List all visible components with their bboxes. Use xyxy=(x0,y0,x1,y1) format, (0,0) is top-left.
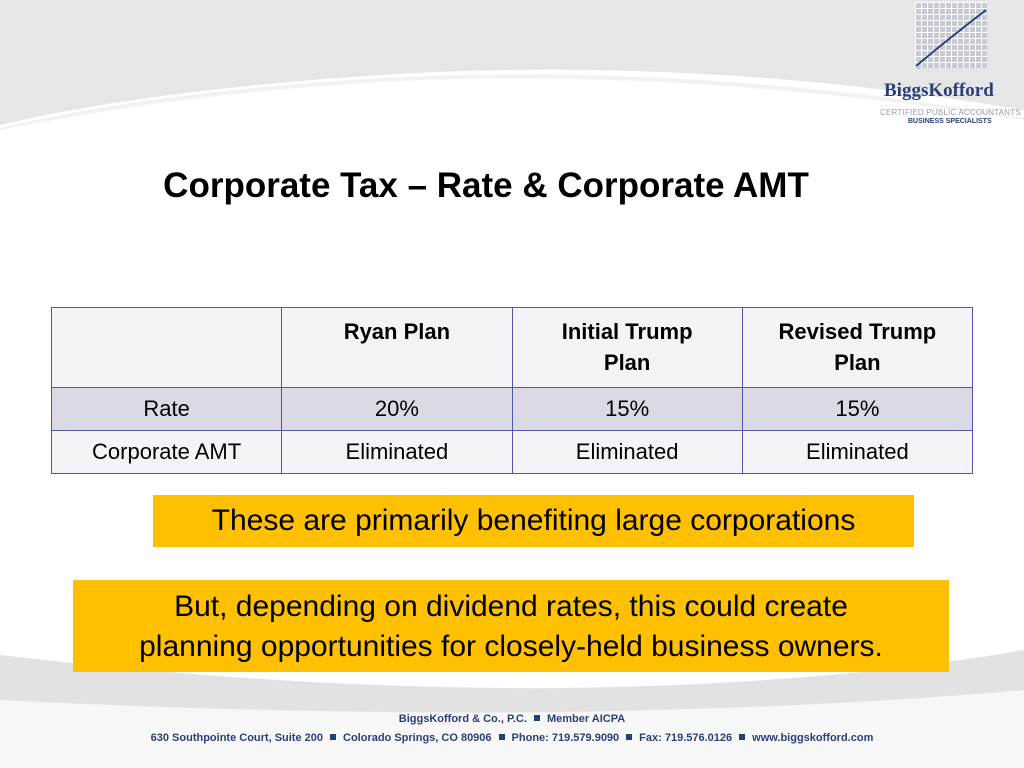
separator xyxy=(330,734,336,740)
table-cell: 15% xyxy=(511,387,743,431)
header-cell: Initial Trump Plan xyxy=(511,307,743,388)
table-cell: Rate xyxy=(50,387,283,431)
header-cell xyxy=(50,307,283,388)
callout: These are primarily benefiting large cor… xyxy=(153,495,914,547)
header-text: Initial Trump Plan xyxy=(561,319,693,375)
logo-tagline: BUSINESS SPECIALISTS xyxy=(908,118,992,125)
separator xyxy=(739,734,746,740)
footer-item: 630 Southpointe Court, Suite 200 xyxy=(150,732,323,744)
separator xyxy=(533,715,540,721)
table-cell: Eliminated xyxy=(741,430,974,474)
footer-item: Fax: 719.576.0126 xyxy=(639,732,733,744)
table-cell: Eliminated xyxy=(281,430,513,474)
footer-line: 630 Southpointe Court, Suite 200 Colorado… xyxy=(0,732,1024,744)
table-row: Rate 20% 15% 15% xyxy=(50,387,974,431)
header-cell: Ryan Plan xyxy=(281,307,513,388)
footer-item: Member AICPA xyxy=(546,713,626,725)
table-cell: 20% xyxy=(281,387,513,431)
callout: But, depending on dividend rates, this c… xyxy=(73,580,949,672)
header-text: Revised Trump Plan xyxy=(778,319,937,375)
table-cell: Corporate AMT xyxy=(50,430,283,474)
header-cell: Revised Trump Plan xyxy=(741,307,974,388)
footer-item: Phone: 719.579.9090 xyxy=(511,732,620,744)
footer-item: BiggsKofford & Co., P.C. xyxy=(398,713,527,725)
header-row: Ryan Plan Initial Trump Plan Revised Trump… xyxy=(50,307,974,388)
bottom-swoosh-light xyxy=(0,690,1024,768)
logo-tagline: CERTIFIED PUBLIC ACCOUNTANTS xyxy=(880,108,1021,117)
title: Corporate Tax – Rate & Corporate AMT xyxy=(163,166,809,205)
table-row: Corporate AMT Eliminated Eliminated Elimina… xyxy=(50,430,974,474)
table-cell: 15% xyxy=(741,387,974,431)
logo-line xyxy=(915,9,987,67)
logo-name: BiggsKofford xyxy=(884,80,994,101)
footer-item: www.biggskofford.com xyxy=(752,732,874,744)
tax-table: Ryan Plan Initial Trump Plan Revised Trump… xyxy=(50,307,974,474)
header-text: Ryan Plan xyxy=(343,319,451,344)
table-cell: Eliminated xyxy=(511,430,743,474)
footer-item: Colorado Springs, CO 80906 xyxy=(343,732,492,744)
footer-line: BiggsKofford & Co., P.C. Member AICPA xyxy=(0,713,1024,725)
callout-line: planning opportunities for closely-held … xyxy=(139,630,883,663)
separator xyxy=(498,734,505,740)
top-swoosh xyxy=(0,0,1024,125)
callout-line: But, depending on dividend rates, this c… xyxy=(174,590,848,623)
top-swoosh-edge xyxy=(0,74,1024,130)
separator xyxy=(626,734,633,740)
